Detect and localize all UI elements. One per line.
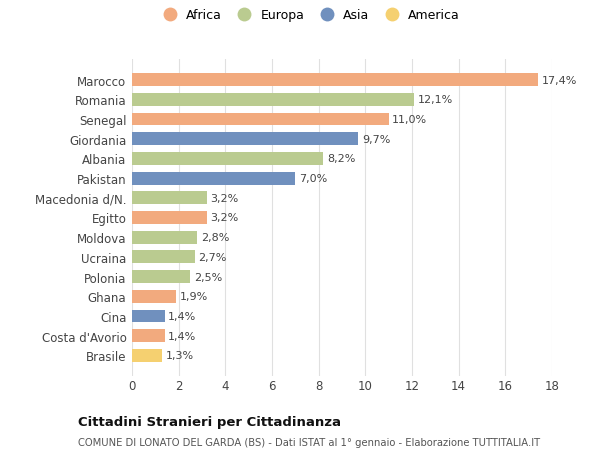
Text: 3,2%: 3,2%: [210, 193, 238, 203]
Bar: [132, 290, 176, 303]
Legend: Africa, Europa, Asia, America: Africa, Europa, Asia, America: [157, 9, 460, 22]
Text: 8,2%: 8,2%: [327, 154, 355, 164]
Text: 11,0%: 11,0%: [392, 115, 427, 125]
Text: 1,9%: 1,9%: [180, 291, 208, 302]
Text: 1,4%: 1,4%: [168, 331, 196, 341]
Text: 2,8%: 2,8%: [201, 233, 229, 243]
Bar: [132, 94, 415, 106]
Text: 7,0%: 7,0%: [299, 174, 327, 184]
Text: COMUNE DI LONATO DEL GARDA (BS) - Dati ISTAT al 1° gennaio - Elaborazione TUTTIT: COMUNE DI LONATO DEL GARDA (BS) - Dati I…: [78, 437, 540, 447]
Bar: [132, 133, 358, 146]
Bar: [132, 349, 163, 362]
Text: 12,1%: 12,1%: [418, 95, 453, 105]
Text: 9,7%: 9,7%: [362, 134, 390, 145]
Text: 2,7%: 2,7%: [199, 252, 227, 263]
Bar: [132, 74, 538, 87]
Bar: [132, 310, 164, 323]
Text: 2,5%: 2,5%: [194, 272, 222, 282]
Bar: [132, 212, 206, 224]
Bar: [132, 271, 190, 283]
Text: 17,4%: 17,4%: [541, 75, 577, 85]
Bar: [132, 153, 323, 165]
Bar: [132, 192, 206, 205]
Text: Cittadini Stranieri per Cittadinanza: Cittadini Stranieri per Cittadinanza: [78, 415, 341, 428]
Bar: [132, 330, 164, 342]
Bar: [132, 113, 389, 126]
Bar: [132, 231, 197, 244]
Bar: [132, 251, 195, 264]
Bar: [132, 172, 295, 185]
Text: 1,4%: 1,4%: [168, 311, 196, 321]
Text: 1,3%: 1,3%: [166, 351, 194, 361]
Text: 3,2%: 3,2%: [210, 213, 238, 223]
